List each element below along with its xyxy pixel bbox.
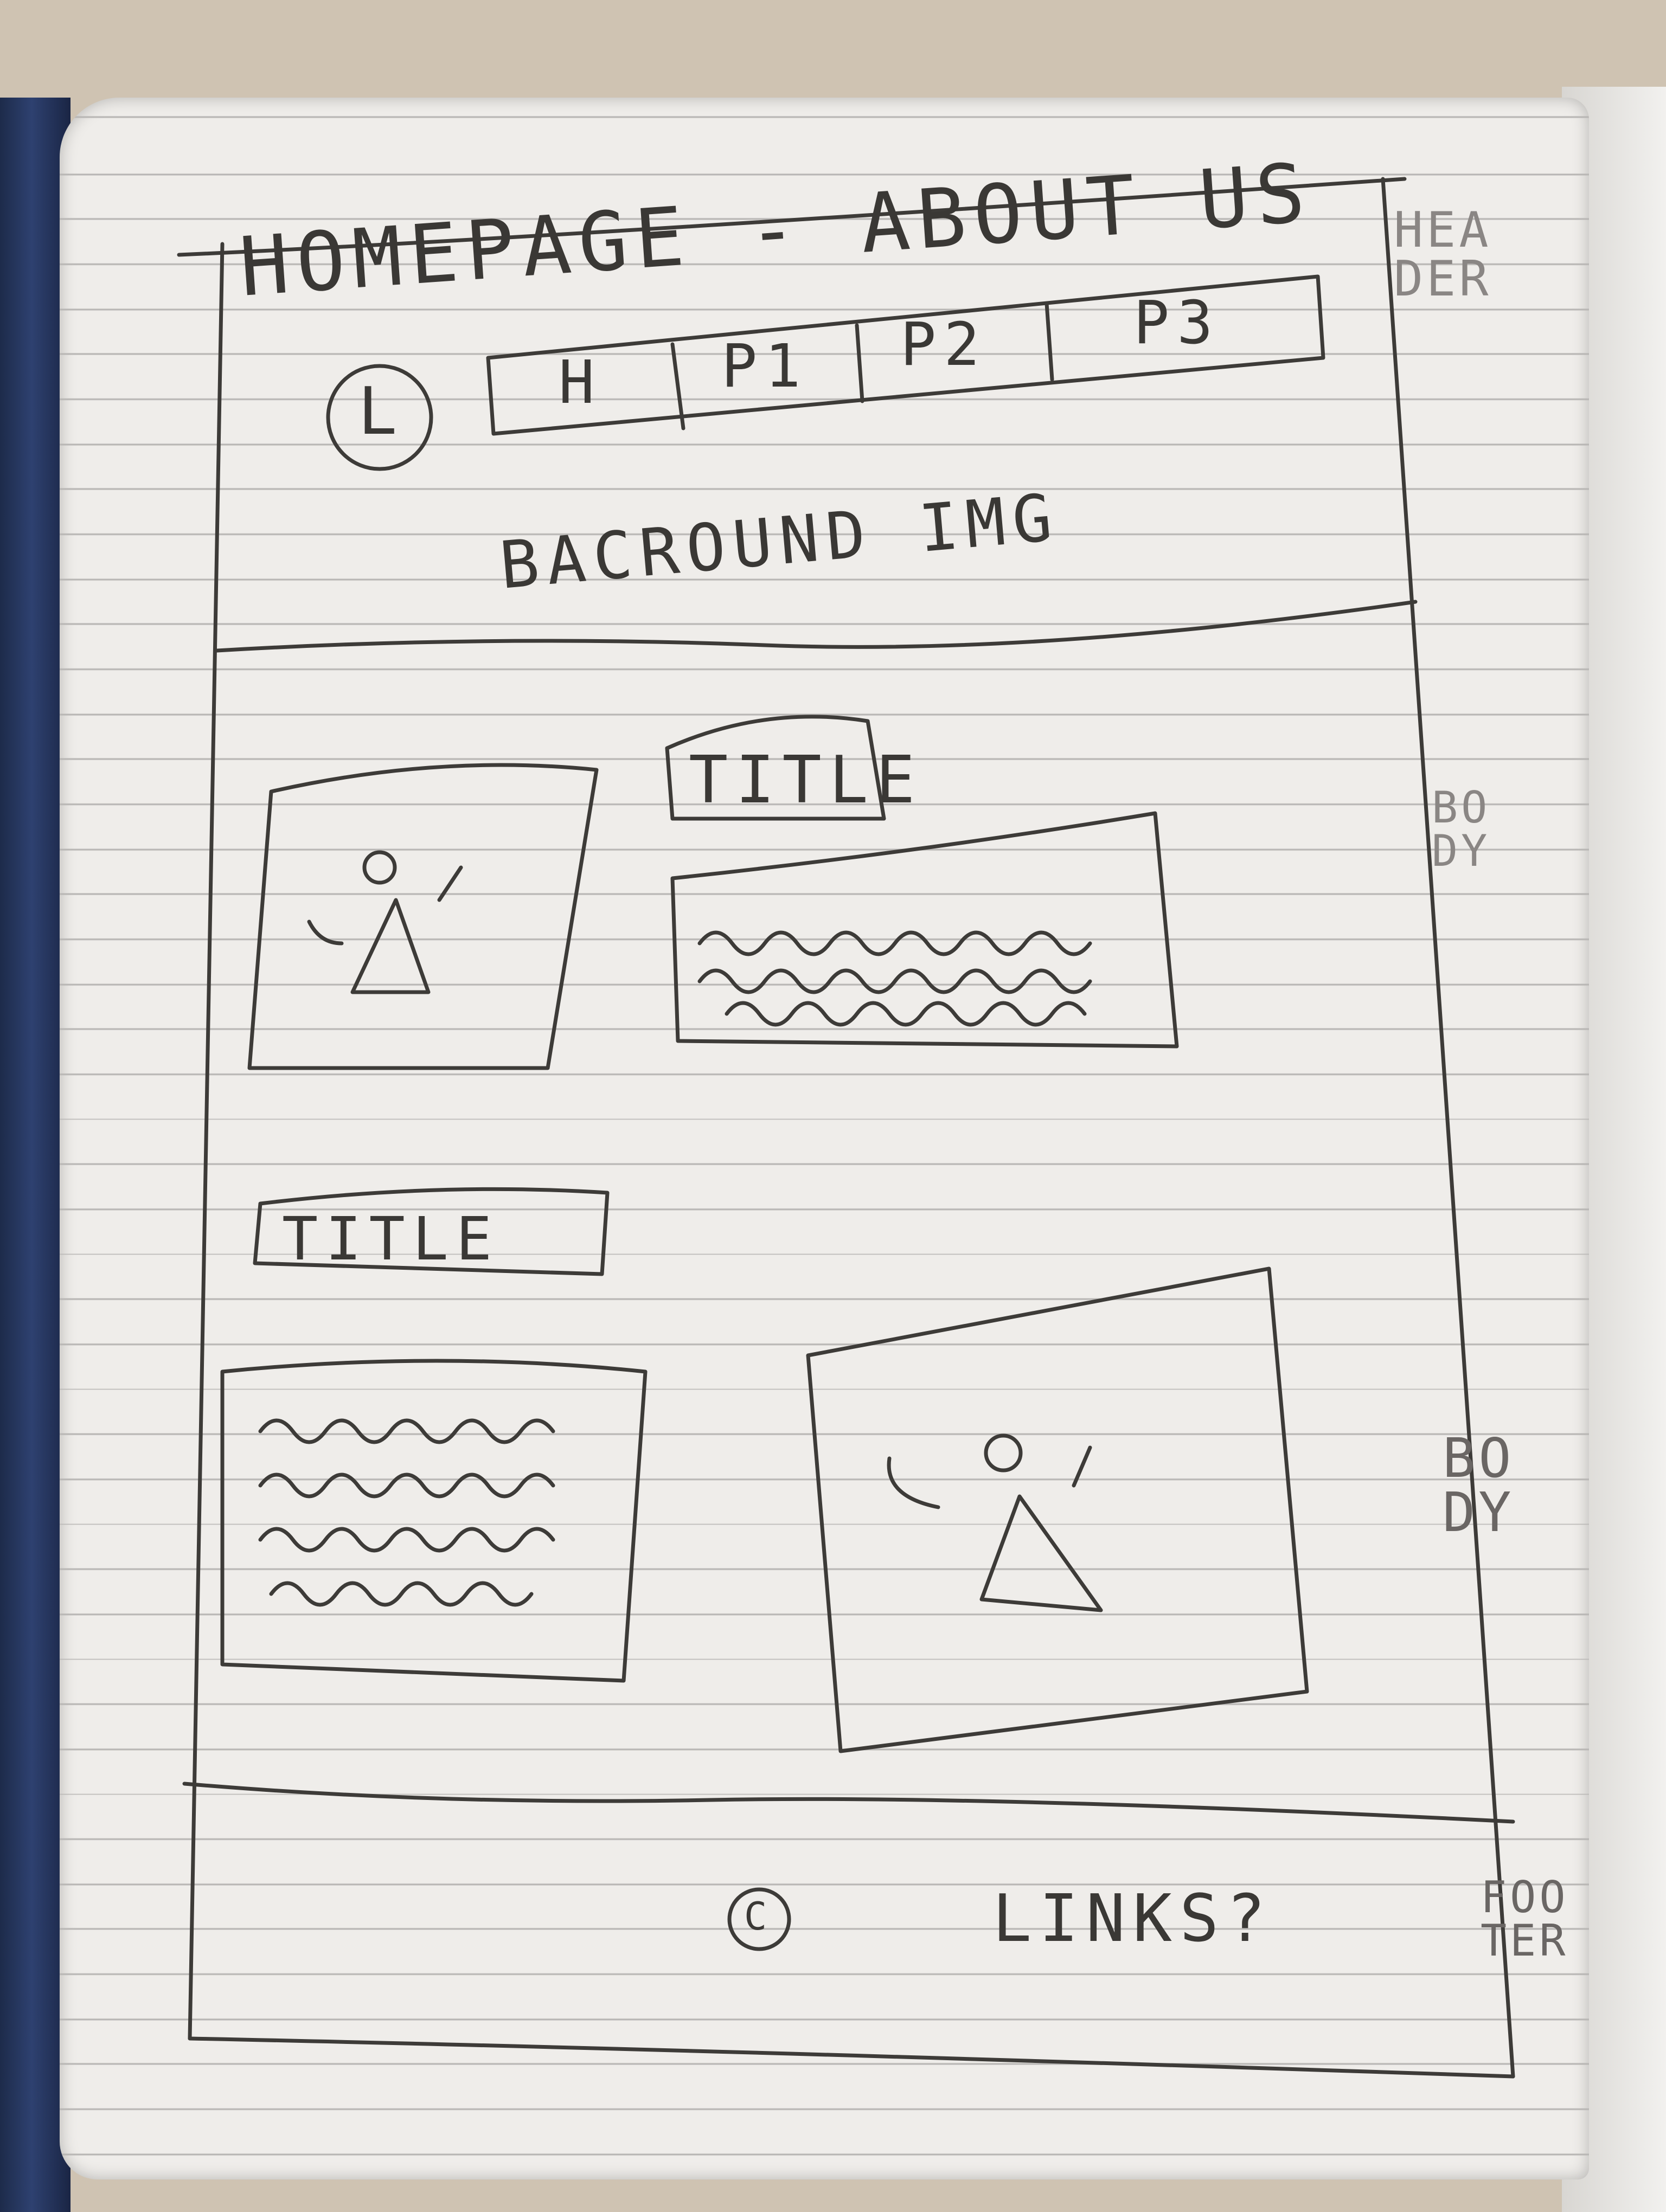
header-divider bbox=[215, 600, 1418, 653]
person-arm-1a bbox=[307, 919, 344, 946]
pencil-sketch bbox=[177, 177, 1515, 2079]
footer-divider bbox=[182, 1782, 1515, 1824]
section-title-1: TITLE bbox=[689, 743, 923, 818]
notebook-cover bbox=[0, 98, 71, 2212]
person-head-2 bbox=[984, 1433, 1023, 1472]
image-box-2 bbox=[806, 1266, 1309, 1753]
nav-box bbox=[486, 274, 1325, 436]
image-box-1 bbox=[247, 763, 599, 1070]
nav-item-home: H bbox=[559, 348, 603, 417]
text-box-1 bbox=[670, 811, 1179, 1049]
person-arm-2b bbox=[1072, 1445, 1092, 1488]
logo-label: L bbox=[358, 374, 398, 449]
frame-bottom bbox=[188, 2036, 1515, 2079]
nav-divider-3 bbox=[1045, 301, 1054, 382]
person-arm-1b bbox=[437, 865, 463, 902]
text-box-2 bbox=[220, 1359, 648, 1683]
person-body-2 bbox=[979, 1494, 1103, 1612]
notebook-page: HOMEPAGE - ABOUT US L H P1 P2 P3 BACROUN… bbox=[60, 98, 1589, 2179]
text-line-1a bbox=[697, 930, 1092, 956]
nav-divider-2 bbox=[855, 323, 864, 403]
nav-item-p3: P3 bbox=[1133, 288, 1221, 357]
frame-left bbox=[188, 242, 225, 2041]
footer-links-label: LINKS? bbox=[992, 1881, 1273, 1957]
title-underline bbox=[177, 177, 1407, 257]
text-line-2d bbox=[269, 1581, 534, 1607]
text-line-1b bbox=[697, 968, 1092, 994]
section-title-2: TITLE bbox=[282, 1204, 500, 1274]
footer-copyright: C bbox=[744, 1894, 767, 1939]
text-line-2c bbox=[258, 1527, 555, 1553]
title-box-1 bbox=[665, 715, 886, 821]
title-box-2 bbox=[253, 1187, 610, 1276]
ruled-lines bbox=[60, 98, 1589, 2179]
text-line-2b bbox=[258, 1472, 555, 1499]
logo-circle bbox=[326, 364, 433, 471]
nav-item-p1: P1 bbox=[721, 331, 809, 401]
text-line-1c bbox=[725, 1001, 1087, 1027]
margin-label-footer: FOO TER bbox=[1481, 1872, 1569, 1966]
nav-divider-1 bbox=[670, 342, 685, 430]
nav-item-p2: P2 bbox=[900, 310, 988, 379]
margin-label-header: HEA DER bbox=[1394, 202, 1492, 307]
copyright-circle bbox=[727, 1887, 791, 1951]
person-head-1 bbox=[362, 850, 397, 885]
frame-right bbox=[1381, 177, 1515, 2079]
margin-label-body-1: BO DY bbox=[1432, 782, 1491, 876]
text-line-2a bbox=[258, 1418, 555, 1444]
person-body-1 bbox=[350, 898, 431, 994]
person-arm-2a bbox=[887, 1456, 940, 1509]
margin-label-body-2: BO DY bbox=[1443, 1426, 1515, 1544]
